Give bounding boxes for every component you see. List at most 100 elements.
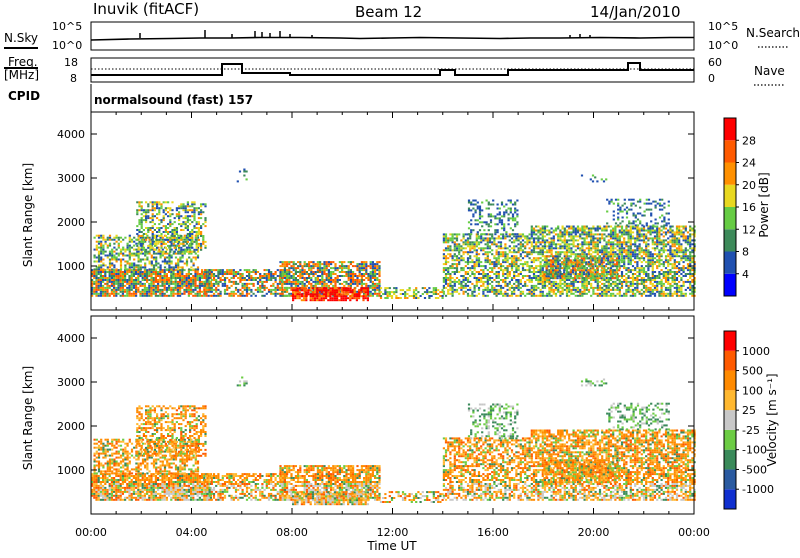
echo-cell xyxy=(321,281,323,283)
echo-cell xyxy=(481,202,483,204)
echo-cell xyxy=(467,281,469,283)
echo-cell xyxy=(621,228,623,230)
echo-cell xyxy=(487,243,489,245)
echo-cell xyxy=(328,269,330,271)
echo-cell xyxy=(323,297,325,299)
echo-cell xyxy=(167,231,169,233)
echo-cell xyxy=(487,285,489,287)
echo-cell xyxy=(323,289,325,291)
echo-cell xyxy=(639,269,641,271)
echo-cell xyxy=(546,279,548,281)
echo-cell xyxy=(467,277,469,279)
echo-cell xyxy=(454,267,456,269)
echo-cell xyxy=(458,261,460,263)
echo-cell xyxy=(133,245,135,247)
echo-cell xyxy=(393,291,395,293)
echo-cell xyxy=(143,211,145,213)
echo-cell xyxy=(467,263,469,265)
echo-cell xyxy=(154,229,156,231)
echo-cell xyxy=(636,281,638,283)
echo-cell xyxy=(349,291,351,293)
echo-cell xyxy=(98,271,100,273)
echo-cell xyxy=(537,265,539,267)
echo-cell xyxy=(612,249,614,251)
echo-cell xyxy=(507,289,509,291)
nave-tick-top: 60 xyxy=(708,56,722,69)
echo-cell xyxy=(126,295,128,297)
echo-cell xyxy=(639,291,641,293)
echo-cell xyxy=(566,291,568,293)
echo-cell xyxy=(533,269,535,271)
echo-cell xyxy=(129,235,131,237)
echo-cell xyxy=(215,269,217,271)
echo-cell xyxy=(599,228,601,230)
echo-cell xyxy=(522,257,524,259)
echo-cell xyxy=(182,261,184,263)
echo-cell xyxy=(164,257,166,259)
echo-cell xyxy=(213,277,215,279)
echo-cell xyxy=(522,285,524,287)
echo-cell xyxy=(584,228,586,230)
echo-cell xyxy=(136,211,138,213)
echo-cell xyxy=(625,269,627,271)
echo-cell xyxy=(458,233,460,235)
echo-cell xyxy=(535,287,537,289)
echo-cell xyxy=(623,259,625,261)
echo-cell xyxy=(372,265,374,267)
echo-cell xyxy=(181,281,183,283)
echo-cell xyxy=(608,291,610,293)
echo-cell xyxy=(347,289,349,291)
echo-cell xyxy=(281,291,283,293)
echo-cell xyxy=(168,255,170,257)
echo-cell xyxy=(228,287,230,289)
echo-cell xyxy=(469,249,471,251)
echo-cell xyxy=(198,223,200,225)
echo-cell xyxy=(551,243,553,245)
echo-cell xyxy=(213,275,215,277)
echo-cell xyxy=(191,203,193,205)
echo-cell xyxy=(196,249,198,251)
echo-cell xyxy=(469,289,471,291)
echo-cell xyxy=(508,223,510,225)
echo-cell xyxy=(445,259,447,261)
echo-cell xyxy=(533,293,535,295)
echo-cell xyxy=(168,271,170,273)
echo-cell xyxy=(487,291,489,293)
echo-cell xyxy=(290,283,292,285)
echo-cell xyxy=(196,209,198,211)
echo-cell xyxy=(632,235,634,237)
echo-cell xyxy=(328,277,330,279)
echo-cell xyxy=(261,281,263,283)
echo-cell xyxy=(120,275,122,277)
echo-cell xyxy=(178,223,180,225)
echo-cell xyxy=(95,287,97,289)
echo-cell xyxy=(559,239,561,241)
echo-cell xyxy=(222,275,224,277)
echo-cell xyxy=(588,249,590,251)
echo-cell xyxy=(608,285,610,287)
echo-cell xyxy=(458,279,460,281)
echo-cell xyxy=(498,255,500,257)
echo-cell xyxy=(332,291,334,293)
echo-cell xyxy=(514,208,516,210)
echo-cell xyxy=(100,241,102,243)
echo-cell xyxy=(163,219,165,221)
echo-cell xyxy=(284,267,286,269)
echo-cell xyxy=(100,261,102,263)
echo-cell xyxy=(509,249,511,251)
echo-cell xyxy=(601,295,603,297)
echo-cell xyxy=(443,263,445,265)
echo-cell xyxy=(614,289,616,291)
echo-cell xyxy=(160,247,162,249)
echo-cell xyxy=(456,255,458,257)
echo-cell xyxy=(452,257,454,259)
echo-cell xyxy=(327,291,329,293)
echo-cell xyxy=(137,273,139,275)
echo-cell xyxy=(498,263,500,265)
echo-cell xyxy=(222,279,224,281)
echo-cell xyxy=(151,268,153,270)
echo-cell xyxy=(166,263,168,265)
echo-cell xyxy=(181,277,183,279)
echo-cell xyxy=(146,253,148,255)
echo-cell xyxy=(562,293,564,295)
